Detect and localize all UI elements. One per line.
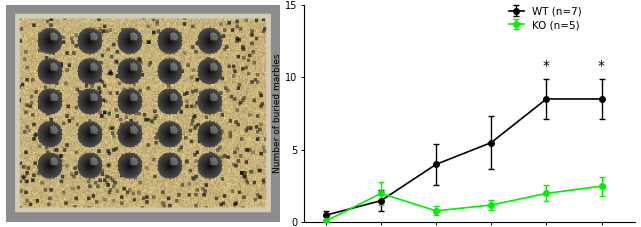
Text: *: * [543,59,550,73]
Text: *: * [598,59,605,73]
Y-axis label: Number of buried marbles: Number of buried marbles [274,54,283,173]
Legend: WT (n=7), KO (n=5): WT (n=7), KO (n=5) [508,5,583,31]
